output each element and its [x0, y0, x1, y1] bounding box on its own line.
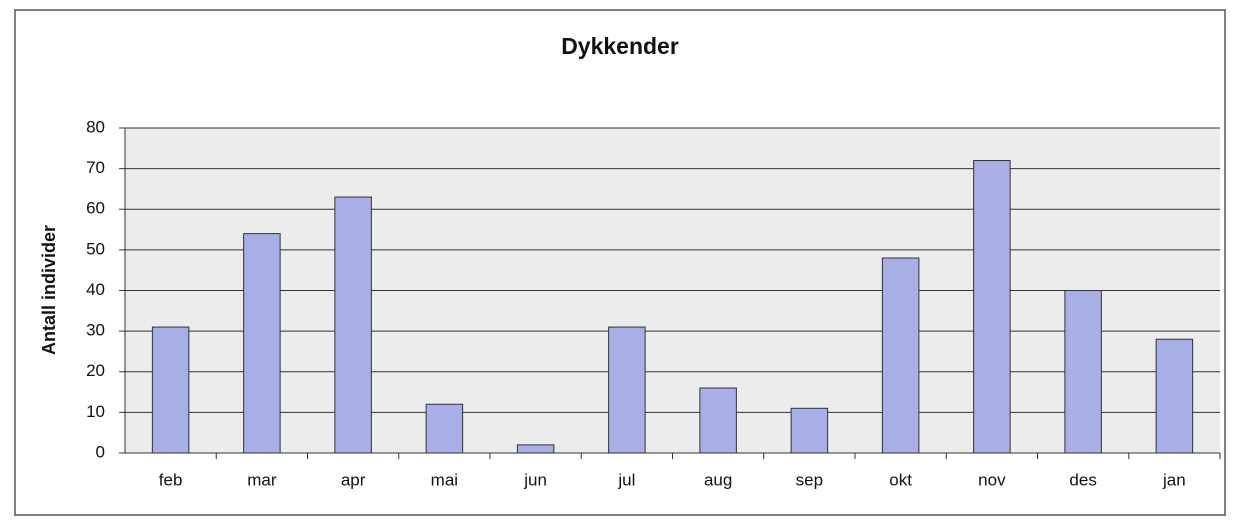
y-tick-label: 60 [86, 199, 105, 218]
x-tick-label: okt [889, 470, 912, 489]
x-tick-label: apr [341, 470, 366, 489]
x-tick-label: nov [978, 470, 1006, 489]
x-tick-label: feb [159, 470, 183, 489]
y-tick-label: 80 [86, 117, 105, 136]
bar [881, 257, 920, 454]
x-tick-label: jun [523, 470, 547, 489]
bar [334, 196, 372, 454]
x-tick-label: jan [1162, 470, 1186, 489]
y-tick-label: 70 [86, 158, 105, 177]
bar [425, 403, 464, 454]
x-tick-label: mai [431, 470, 458, 489]
bar [151, 326, 190, 454]
x-tick-label: des [1069, 470, 1096, 489]
y-tick-label: 0 [96, 442, 105, 461]
bar [1155, 338, 1194, 454]
bar [516, 444, 555, 454]
chart-title: Dykkender [561, 33, 679, 59]
x-tick-label: jul [617, 470, 635, 489]
bar [1064, 290, 1102, 454]
y-tick-label: 30 [86, 321, 105, 340]
bar [608, 326, 646, 454]
bar [790, 407, 829, 454]
x-tick-label: sep [796, 470, 823, 489]
x-tick-label: mar [247, 470, 277, 489]
bar [973, 160, 1011, 454]
y-axis-label: Antall individer [39, 225, 59, 355]
bar [243, 233, 281, 454]
y-tick-label: 10 [86, 402, 105, 421]
bar [699, 387, 737, 454]
y-tick-label: 20 [86, 361, 105, 380]
y-tick-label: 40 [86, 280, 105, 299]
y-tick-label: 50 [86, 239, 105, 258]
x-tick-label: aug [704, 470, 732, 489]
